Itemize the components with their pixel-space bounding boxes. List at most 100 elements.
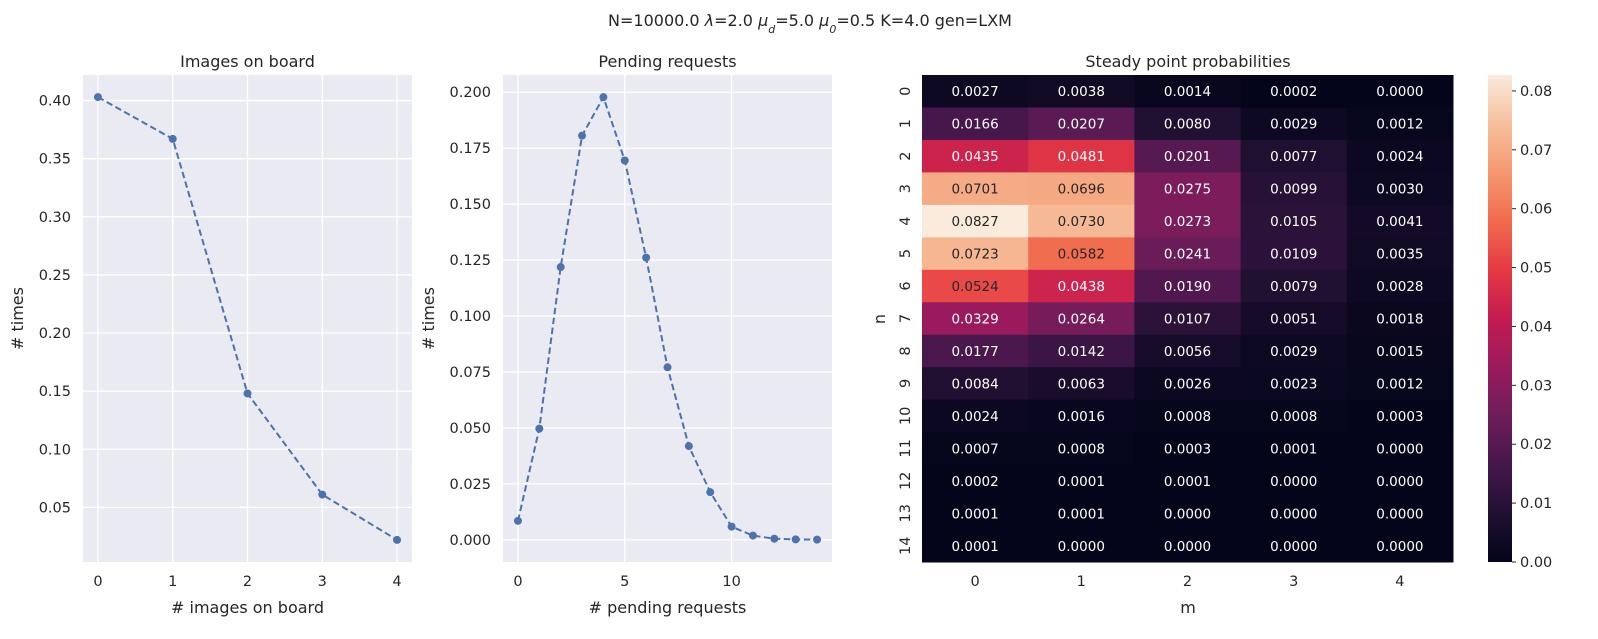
heatmap-cell	[1028, 529, 1135, 563]
x-tick-label: 4	[392, 574, 401, 590]
colorbar-tick-label: 0.08	[1520, 84, 1552, 100]
data-point	[578, 131, 587, 140]
heatmap-cell	[922, 204, 1029, 238]
heatmap-cell	[1134, 302, 1242, 336]
heatmap-cell-label: 0.0201	[1164, 149, 1211, 165]
heatmap-cell-label: 0.0000	[1376, 539, 1423, 555]
heatmap-cell	[1240, 432, 1348, 466]
y-tick-label: 6	[898, 281, 914, 290]
y-tick-label: 14	[898, 537, 914, 555]
heatmap-cell	[1028, 75, 1135, 108]
heatmap-cell	[1240, 172, 1348, 206]
heatmap-cell-label: 0.0264	[1058, 312, 1105, 328]
heatmap-cell	[1240, 237, 1348, 271]
heatmap-cell-label: 0.0723	[951, 247, 998, 263]
heatmap-cell-label: 0.0016	[1058, 409, 1105, 425]
y-tick-label: 0	[898, 87, 914, 96]
heatmap-cell	[1028, 302, 1135, 336]
heatmap-cell-label: 0.0002	[951, 474, 998, 490]
heatmap-cell-label: 0.0000	[1376, 84, 1423, 100]
heatmap-cell-label: 0.0024	[1376, 149, 1423, 165]
plot-area	[503, 75, 832, 562]
heatmap-cell-label: 0.0241	[1164, 247, 1211, 263]
heatmap-cell-label: 0.0000	[1058, 539, 1105, 555]
y-tick-label: 10	[898, 407, 914, 425]
x-axis-label: # images on board	[171, 598, 324, 617]
colorbar-tick-label: 0.04	[1520, 319, 1552, 335]
heatmap-cell-label: 0.0027	[951, 84, 998, 100]
heatmap-cell	[922, 367, 1029, 401]
heatmap-cell	[1134, 269, 1242, 303]
heatmap-cell-label: 0.0001	[1270, 441, 1317, 457]
y-tick-label: 5	[898, 249, 914, 258]
y-tick-label: 0.050	[449, 421, 491, 437]
heatmap-cell	[1240, 75, 1348, 108]
heatmap-cell	[1134, 172, 1242, 206]
x-tick-label: 0	[513, 574, 522, 590]
heatmap-cell	[1240, 204, 1348, 238]
heatmap-cell	[1028, 204, 1135, 238]
heatmap-cell-label: 0.0190	[1164, 279, 1211, 295]
y-tick-label: 0.200	[449, 85, 491, 101]
heatmap-cell-label: 0.0029	[1270, 117, 1317, 133]
heatmap-cell-label: 0.0028	[1376, 279, 1423, 295]
heatmap-cell-label: 0.0207	[1058, 117, 1105, 133]
heatmap-cell-label: 0.0438	[1058, 279, 1105, 295]
heatmap-cell-label: 0.0029	[1270, 344, 1317, 360]
heatmap-cell-label: 0.0007	[951, 441, 998, 457]
heatmap-cell	[1240, 107, 1348, 141]
y-tick-label: 0.10	[39, 442, 71, 458]
x-tick-label: 0	[970, 574, 979, 590]
y-axis-label: # times	[8, 287, 27, 350]
heatmap-cell	[1240, 302, 1348, 336]
heatmap-cell-label: 0.0051	[1270, 312, 1317, 328]
x-tick-label: 2	[1183, 574, 1192, 590]
figure-suptitle: N=10000.0 λ=2.0 μd=5.0 μ0=0.5 K=4.0 gen=…	[608, 11, 1012, 36]
heatmap-cell-label: 0.0008	[1270, 409, 1317, 425]
colorbar-tick-label: 0.05	[1520, 261, 1552, 277]
heatmap-cell	[1346, 302, 1454, 336]
data-point	[513, 516, 522, 525]
heatmap-cell	[1028, 334, 1135, 368]
heatmap-cell	[1240, 529, 1348, 563]
heatmap-cell	[922, 172, 1029, 206]
heatmap-cell	[1346, 204, 1454, 238]
y-tick-label: 0.025	[449, 477, 491, 493]
heatmap-cell	[1028, 464, 1135, 498]
heatmap-cell	[1240, 334, 1348, 368]
data-point	[684, 442, 693, 451]
y-tick-label: 0.40	[39, 94, 71, 110]
heatmap-cell	[1134, 497, 1242, 531]
x-tick-label: 3	[1289, 574, 1298, 590]
heatmap-cell-label: 0.0273	[1164, 214, 1211, 230]
heatmap-cell	[922, 302, 1029, 336]
heatmap-cell-label: 0.0177	[951, 344, 998, 360]
data-point	[243, 389, 252, 398]
heatmap-cell	[1028, 432, 1135, 466]
heatmap-cell-label: 0.0026	[1164, 376, 1211, 392]
heatmap-cell	[1240, 497, 1348, 531]
heatmap-cell	[922, 399, 1029, 433]
y-tick-label: 0.150	[449, 197, 491, 213]
heatmap-cell	[1134, 107, 1242, 141]
heatmap-cell-label: 0.0105	[1270, 214, 1317, 230]
y-tick-label: 0.25	[39, 268, 71, 284]
y-tick-label: 3	[898, 184, 914, 193]
x-axis-label: # pending requests	[589, 598, 747, 617]
y-tick-label: 0.125	[449, 253, 491, 269]
heatmap-cell	[922, 464, 1029, 498]
heatmap-cell	[1346, 75, 1454, 108]
x-tick-label: 1	[1077, 574, 1086, 590]
heatmap-cell-label: 0.0001	[1058, 506, 1105, 522]
colorbar-tick-label: 0.06	[1520, 202, 1552, 218]
heatmap-cell-label: 0.0077	[1270, 149, 1317, 165]
heatmap-cell-label: 0.0109	[1270, 247, 1317, 263]
heatmap-cell	[1240, 139, 1348, 173]
colorbar: 0.00 0.01 0.02 0.03 0.04 0.05 0.06 0.07 0.08	[1488, 75, 1552, 571]
heatmap-cell-label: 0.0001	[1058, 474, 1105, 490]
heatmap-cell-label: 0.0696	[1058, 182, 1105, 198]
heatmap-cell-label: 0.0056	[1164, 344, 1211, 360]
data-point	[318, 490, 327, 499]
y-tick-label: 12	[898, 472, 914, 490]
